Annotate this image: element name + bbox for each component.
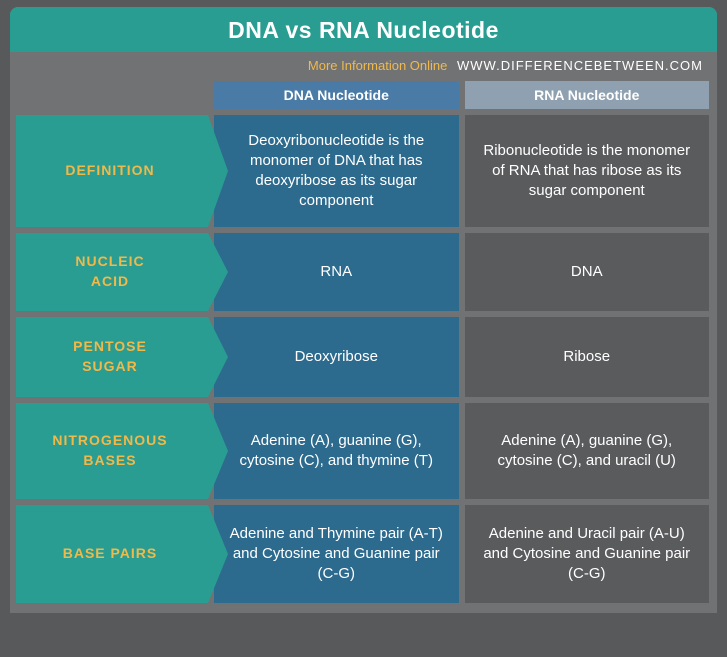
row-label: BASE PAIRS <box>16 505 208 603</box>
row-label: NUCLEICACID <box>16 233 208 311</box>
row-label: NITROGENOUSBASES <box>16 403 208 499</box>
dna-cell: Adenine (A), guanine (G), cytosine (C), … <box>214 403 459 499</box>
dna-cell: Deoxyribonucleotide is the monomer of DN… <box>214 115 459 227</box>
rna-cell: Ribonucleotide is the monomer of RNA tha… <box>465 115 710 227</box>
rna-cell: Adenine and Uracil pair (A-U) and Cytosi… <box>465 505 710 603</box>
subline: More Information Online WWW.DIFFERENCEBE… <box>10 52 717 81</box>
rna-cell: Adenine (A), guanine (G), cytosine (C), … <box>465 403 710 499</box>
comparison-card: DNA vs RNA Nucleotide More Information O… <box>10 7 717 613</box>
comparison-grid: DNA Nucleotide RNA Nucleotide DEFINITION… <box>10 81 717 603</box>
title-banner: DNA vs RNA Nucleotide <box>10 7 717 52</box>
row-label: DEFINITION <box>16 115 208 227</box>
column-header-dna: DNA Nucleotide <box>214 81 459 109</box>
column-header-rna: RNA Nucleotide <box>465 81 710 109</box>
dna-cell: RNA <box>214 233 459 311</box>
row-label: PENTOSESUGAR <box>16 317 208 397</box>
more-info-label: More Information Online <box>308 58 447 73</box>
rna-cell: DNA <box>465 233 710 311</box>
dna-cell: Deoxyribose <box>214 317 459 397</box>
dna-cell: Adenine and Thymine pair (A-T) and Cytos… <box>214 505 459 603</box>
page-title: DNA vs RNA Nucleotide <box>10 17 717 44</box>
rna-cell: Ribose <box>465 317 710 397</box>
source-url[interactable]: WWW.DIFFERENCEBETWEEN.COM <box>457 58 703 73</box>
